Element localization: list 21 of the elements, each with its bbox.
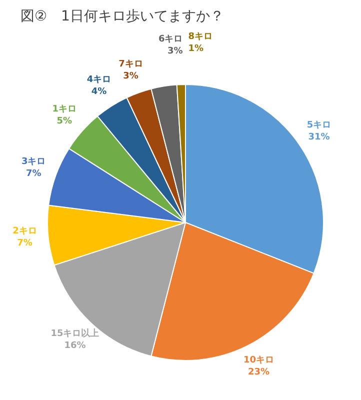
data-label: 7% — [26, 168, 42, 179]
data-label: 5% — [56, 116, 72, 127]
data-label: 23% — [248, 367, 270, 378]
slice-label: 15キロ以上 — [50, 328, 100, 340]
slice-label: 7キロ — [118, 60, 143, 70]
data-label: 4% — [91, 87, 107, 98]
data-label: 16% — [64, 341, 86, 352]
data-label: 1% — [188, 44, 204, 54]
slice-label: 2キロ — [12, 226, 37, 237]
data-label: 3% — [167, 46, 183, 56]
slice-label: 5キロ — [306, 120, 332, 131]
data-label: 7% — [17, 238, 32, 249]
slice-label: 8キロ — [188, 32, 213, 42]
slice-label: 10キロ — [244, 355, 274, 366]
slice-label: 1キロ — [52, 104, 77, 115]
data-label: 3% — [123, 72, 138, 82]
chart-title: 図② 1日何キロ歩いてますか？ — [20, 8, 224, 24]
slice-label: 3キロ — [21, 156, 46, 167]
slice-label: 4キロ — [86, 75, 112, 86]
slice-label: 6キロ — [158, 34, 183, 44]
data-label: 31% — [308, 132, 330, 143]
